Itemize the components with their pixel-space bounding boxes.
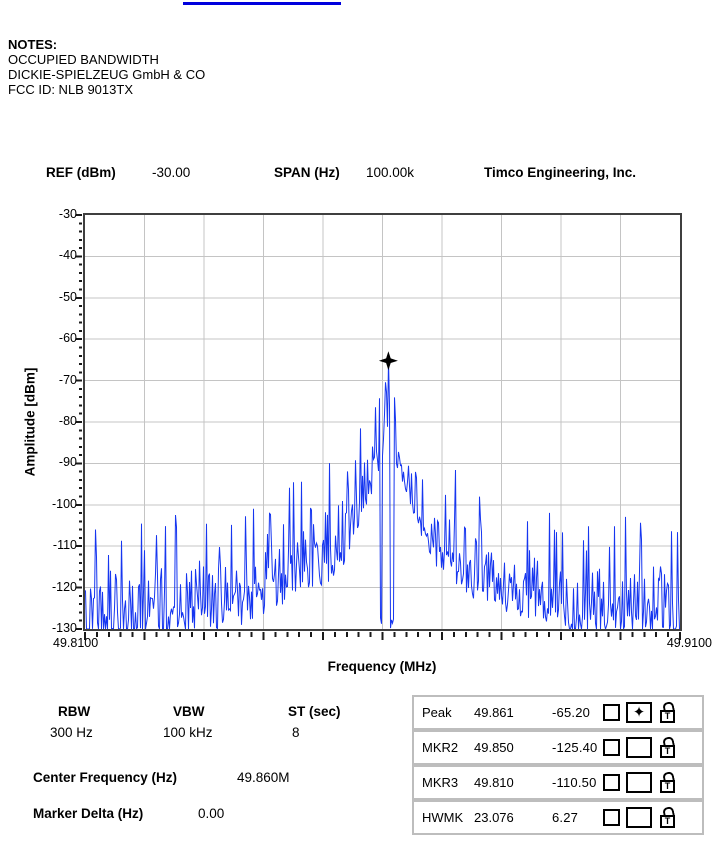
marker-frequency: 49.861 (474, 705, 514, 720)
notes-line-1: OCCUPIED BANDWIDTH (8, 52, 159, 67)
st-value: 8 (292, 725, 300, 740)
marker-delta-label: Marker Delta (Hz) (33, 806, 144, 821)
y-tick-label: -40 (58, 248, 77, 263)
notes-line-2: DICKIE-SPIELZEUG GmbH & CO (8, 67, 206, 82)
peak-marker-icon (378, 351, 398, 371)
center-frequency-value: 49.860M (237, 770, 290, 785)
notes-block: NOTES: OCCUPIED BANDWIDTH DICKIE-SPIELZE… (8, 37, 205, 97)
span-label: SPAN (Hz) (274, 165, 340, 180)
marker-symbol-button[interactable]: ✦ (626, 702, 652, 723)
y-tick-label: -50 (58, 289, 77, 304)
x-axis-title: Frequency (MHz) (327, 659, 437, 674)
unlock-icon[interactable] (660, 735, 677, 758)
marker-symbol-button[interactable] (626, 807, 652, 828)
marker-checkbox[interactable] (603, 704, 620, 721)
span-value: 100.00k (366, 165, 415, 180)
vbw-value: 100 kHz (163, 725, 213, 740)
y-tick-label: -30 (58, 207, 77, 221)
marker-row-mkr3: MKR3 49.810 -110.50 (412, 765, 704, 800)
rbw-label: RBW (58, 704, 91, 719)
center-frequency-label: Center Frequency (Hz) (33, 770, 178, 785)
marker-level: -125.40 (552, 740, 598, 755)
top-link-underline[interactable] (183, 2, 341, 5)
y-tick-label: -90 (58, 455, 77, 470)
y-tick-label: -110 (52, 538, 77, 553)
st-label: ST (sec) (288, 704, 341, 719)
marker-label: HWMK (422, 810, 464, 825)
y-tick-label: -120 (51, 579, 77, 594)
x-tick-label: 49.9100 (666, 636, 712, 650)
marker-checkbox[interactable] (603, 739, 620, 756)
company-name: Timco Engineering, Inc. (484, 165, 637, 180)
marker-level: 6.27 (552, 810, 579, 825)
marker-delta-value: 0.00 (198, 806, 225, 821)
marker-row-hwmk: HWMK 23.076 6.27 (412, 800, 704, 835)
ref-value: -30.00 (152, 165, 191, 180)
marker-row-mkr2: MKR2 49.850 -125.40 (412, 730, 704, 765)
marker-frequency: 49.850 (474, 740, 514, 755)
y-tick-label: -70 (58, 372, 77, 387)
vbw-label: VBW (173, 704, 205, 719)
x-tick-label: 49.8100 (53, 636, 99, 650)
notes-line-3: FCC ID: NLB 9013TX (8, 82, 133, 97)
unlock-icon[interactable] (660, 805, 677, 828)
y-tick-label: -100 (51, 496, 77, 511)
four-point-star-icon: ✦ (632, 704, 646, 721)
y-tick-label: -60 (58, 331, 77, 346)
spectrum-plot (76, 213, 682, 640)
marker-level: -65.20 (552, 705, 591, 720)
marker-frequency: 49.810 (474, 775, 514, 790)
unlock-icon[interactable] (660, 700, 677, 723)
marker-label: Peak (422, 705, 452, 720)
marker-row-peak: Peak 49.861 -65.20 ✦ (412, 695, 704, 730)
rbw-value: 300 Hz (50, 725, 93, 740)
marker-checkbox[interactable] (603, 809, 620, 826)
y-tick-label: -130 (51, 621, 77, 635)
marker-checkbox[interactable] (603, 774, 620, 791)
unlock-icon[interactable] (660, 770, 677, 793)
marker-symbol-button[interactable] (626, 737, 652, 758)
marker-level: -110.50 (552, 775, 597, 790)
marker-label: MKR3 (422, 775, 459, 790)
y-tick-label: -80 (58, 414, 77, 428)
marker-symbol-button[interactable] (626, 772, 652, 793)
notes-title: NOTES: (8, 37, 58, 52)
ref-label: REF (dBm) (46, 165, 116, 180)
marker-frequency: 23.076 (474, 810, 514, 825)
marker-label: MKR2 (422, 740, 459, 755)
